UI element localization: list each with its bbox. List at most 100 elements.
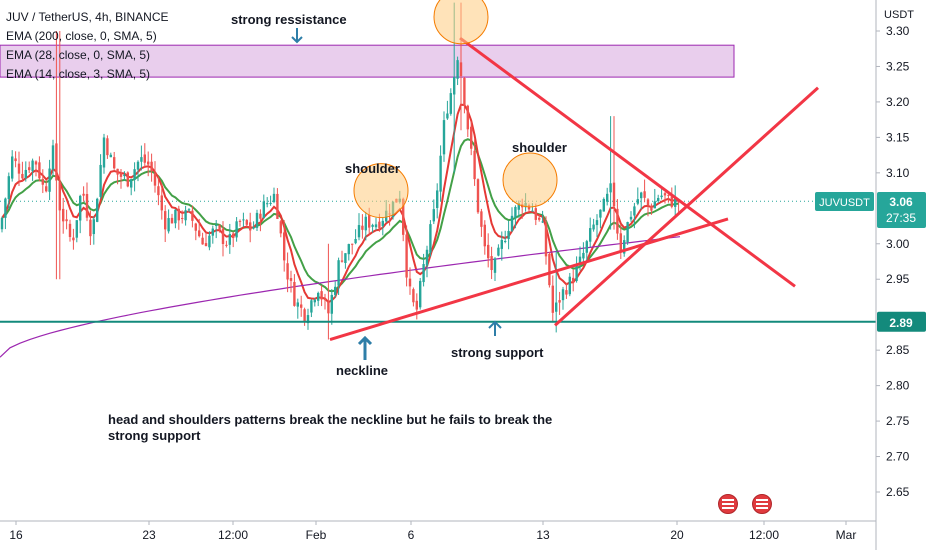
candle-body <box>211 228 214 236</box>
candle-body <box>517 203 520 210</box>
price-tick-label: 2.70 <box>886 450 910 464</box>
ema-200-line <box>0 236 681 358</box>
ema-14-legend[interactable]: EMA (14, close, 3, SMA, 5) <box>6 67 151 81</box>
candle-body <box>551 285 554 313</box>
candle-body <box>476 179 480 213</box>
candle-body <box>89 219 92 237</box>
candle-body <box>96 198 99 222</box>
last-price-label: 3.06 <box>889 195 913 209</box>
candle-body <box>585 241 588 253</box>
candle-body <box>300 304 303 308</box>
candle-body <box>415 300 418 310</box>
candle-body <box>262 201 265 219</box>
candle-body <box>466 105 469 130</box>
candle-body <box>548 253 551 286</box>
candle-body <box>17 163 21 174</box>
candle-body <box>650 205 653 211</box>
candle-body <box>459 62 463 77</box>
candle-body <box>619 233 622 253</box>
label-strong-support: strong support <box>451 345 544 360</box>
candle-body <box>561 289 565 301</box>
candle-body <box>283 232 286 261</box>
symbol-title[interactable]: JUV / TetherUS, 4h, BINANCE <box>6 10 169 24</box>
candle-body <box>643 191 646 198</box>
candle-body <box>490 256 493 271</box>
candle-body <box>317 292 320 301</box>
candle-body <box>310 300 313 313</box>
note-line-1: head and shoulders patterns break the ne… <box>108 412 552 427</box>
candle-body <box>198 230 201 237</box>
candle-body <box>106 138 109 156</box>
candle-body <box>633 206 636 216</box>
candle-body <box>334 286 337 295</box>
candle-body <box>4 198 7 218</box>
candle-body <box>592 224 595 230</box>
candle-body <box>497 247 500 256</box>
candle-body <box>167 218 170 232</box>
candle-body <box>221 228 225 245</box>
candle-body <box>41 178 44 185</box>
head-circle <box>433 0 489 45</box>
candle-body <box>626 222 629 243</box>
candle-body <box>82 193 85 196</box>
candle-body <box>286 263 289 280</box>
candle-body <box>130 179 133 188</box>
note-line-2: strong support <box>108 428 201 443</box>
candle-body <box>405 234 408 278</box>
candle-body <box>555 302 558 312</box>
candle-body <box>425 249 429 266</box>
ema-200-legend[interactable]: EMA (200, close, 0, SMA, 5) <box>6 29 157 43</box>
candle-body <box>174 209 177 224</box>
candle-body <box>456 60 459 79</box>
time-tick-label: 12:00 <box>218 528 248 542</box>
candle-body <box>351 243 354 245</box>
candle-body <box>565 290 568 295</box>
candle-body <box>327 301 330 314</box>
candle-body <box>266 203 269 205</box>
candle-body <box>378 221 381 229</box>
us-flag-icon[interactable] <box>752 494 772 514</box>
candle-body <box>374 224 378 228</box>
candle-body <box>153 173 157 186</box>
symbol-badge-label: JUVUSDT <box>819 197 870 209</box>
candle-body <box>255 212 259 228</box>
candle-body <box>102 137 106 168</box>
candle-body <box>24 169 27 179</box>
candle-body <box>293 281 296 306</box>
candle-body <box>249 222 252 231</box>
candle-body <box>242 219 245 221</box>
candle-body <box>674 197 677 207</box>
candle-body <box>347 244 350 255</box>
candle-body <box>538 217 541 220</box>
candle-body <box>371 224 374 227</box>
shoulder-right-circle <box>502 152 558 208</box>
candle-body <box>514 206 517 218</box>
candle-body <box>623 240 626 254</box>
candle-body <box>602 199 605 212</box>
candle-body <box>215 224 218 227</box>
candle-body <box>143 154 146 163</box>
candle-body <box>616 208 619 234</box>
price-axis-unit: USDT <box>884 9 914 21</box>
candle-body <box>653 201 656 209</box>
candle-body <box>473 150 476 180</box>
candle-body <box>422 264 425 283</box>
candle-body <box>184 210 187 221</box>
resistance-arrow-icon <box>291 28 303 44</box>
us-flag-icon[interactable] <box>718 494 738 514</box>
candle-body <box>663 193 667 196</box>
time-tick-label: 16 <box>9 528 23 542</box>
candle-body <box>51 145 55 170</box>
candle-body <box>408 278 412 287</box>
candle-body <box>558 300 561 303</box>
candle-body <box>330 294 333 314</box>
last-price-badge <box>877 192 926 228</box>
candle-body <box>541 221 544 223</box>
candle-body <box>133 169 136 180</box>
candle-body <box>572 277 575 283</box>
price-tick-label: 2.80 <box>886 379 910 393</box>
candle-body <box>629 216 633 220</box>
candle-body <box>194 223 197 231</box>
ema-28-legend[interactable]: EMA (28, close, 0, SMA, 5) <box>6 48 151 62</box>
